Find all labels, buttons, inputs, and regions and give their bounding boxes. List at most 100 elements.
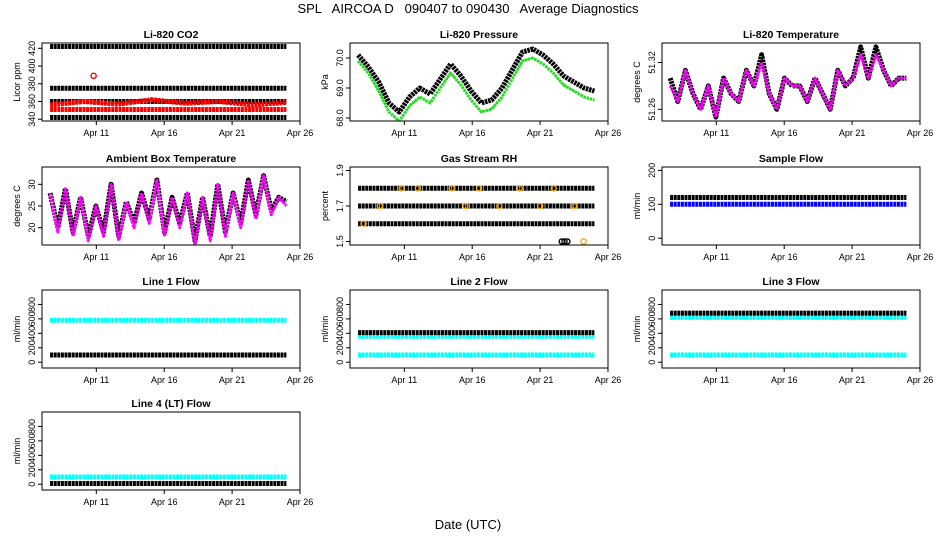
panel-frame <box>661 166 921 246</box>
y-tick-label: 0 <box>27 482 37 487</box>
series-rh-orange-point <box>475 184 483 192</box>
series-rh-orange-point <box>550 184 558 192</box>
y-axis-label: ml/min <box>12 438 22 465</box>
x-tick-label: Apr 11 <box>83 497 109 507</box>
x-tick-label: Apr 11 <box>83 128 109 138</box>
series-box-temp-2-highlight <box>49 175 287 245</box>
y-tick-label: 200 <box>27 340 37 355</box>
x-tick-label: Apr 11 <box>83 375 109 385</box>
panel-data <box>356 46 596 121</box>
x-tick-label: Apr 16 <box>771 128 798 138</box>
y-axis-label: degrees C <box>632 61 642 103</box>
y-tick-label: 30 <box>27 179 37 189</box>
series-rh-orange-point <box>580 238 587 245</box>
x-tick-label: Apr 26 <box>287 375 314 385</box>
x-tick-label: Apr 21 <box>839 375 866 385</box>
y-tick-label: 340 <box>27 112 37 127</box>
series-temperature-2 <box>668 53 907 119</box>
panel-data <box>50 474 287 486</box>
series-rh-orange-point <box>448 184 456 192</box>
panel-4: Ambient Box Temperature Apr 11 Apr 16 Apr 2… <box>12 153 313 262</box>
panel-title: Sample Flow <box>759 153 824 165</box>
y-tick-label: 600 <box>27 311 37 326</box>
x-tick-label: Apr 16 <box>151 252 178 262</box>
x-tick-label: Apr 26 <box>287 497 314 507</box>
panel-data <box>667 44 907 120</box>
series-rh-1.5-point <box>564 238 571 245</box>
panel-9: Line 3 Flow Apr 11 Apr 16 Apr 21 Apr 26 0 2004… <box>632 276 933 385</box>
x-tick-label: Apr 16 <box>151 128 178 138</box>
series-rh-orange-point <box>516 184 524 192</box>
y-tick-label: 200 <box>647 340 657 355</box>
panel-data <box>47 173 288 245</box>
series-rh-orange-point <box>496 202 503 210</box>
panel-8: Line 2 Flow Apr 11 Apr 16 Apr 21 Apr 26 0 2004… <box>320 276 621 385</box>
panel-frame <box>661 289 921 369</box>
panel-title: Line 3 Flow <box>762 276 820 288</box>
panel-title: Line 1 Flow <box>142 276 200 288</box>
panel-frame <box>41 411 301 491</box>
series-outlier-point <box>90 72 97 80</box>
x-tick-label: Apr 11 <box>391 252 417 262</box>
panel-3: Li-820 Temperature Apr 11 Apr 16 Apr 21 Apr … <box>632 29 933 138</box>
x-tick-label: Apr 26 <box>595 375 622 385</box>
x-tick-label: Apr 16 <box>459 375 486 385</box>
y-tick-label: 800 <box>27 297 37 312</box>
y-tick-label: 51.32 <box>647 51 657 74</box>
series-rh-1.5-point <box>561 238 568 245</box>
y-tick-label: 600 <box>335 311 345 326</box>
panel-title: Li-820 CO2 <box>144 29 199 41</box>
panel-frame <box>41 42 301 122</box>
y-tick-label: 100 <box>647 197 657 212</box>
series-rh-orange-point <box>414 184 422 192</box>
y-tick-label: 1.7 <box>335 200 345 213</box>
series-sample <box>49 97 287 108</box>
panel-frame <box>349 42 609 122</box>
panel-5: Gas Stream RH Apr 11 Apr 16 Apr 21 Apr 26 1.5… <box>320 153 621 262</box>
panel-frame <box>41 289 301 369</box>
panel-title: Ambient Box Temperature <box>106 153 237 165</box>
x-tick-label: Apr 16 <box>771 375 798 385</box>
y-tick-label: 1.9 <box>335 164 345 177</box>
panel-1: Li-820 CO2 Apr 11 Apr 16 Apr 21 Apr 26 340 360… <box>12 29 313 138</box>
y-axis-label: ml/min <box>12 316 22 343</box>
series-pressure-2-highlight <box>357 57 595 121</box>
x-tick-label: Apr 11 <box>703 375 729 385</box>
panel-data <box>670 310 907 358</box>
y-tick-label: 0 <box>647 360 657 365</box>
y-tick-label: 200 <box>335 340 345 355</box>
x-tick-label: Apr 26 <box>907 375 934 385</box>
x-tick-label: Apr 11 <box>703 128 729 138</box>
x-tick-label: Apr 21 <box>839 128 866 138</box>
panel-title: Gas Stream RH <box>441 153 517 165</box>
panel-6: Sample Flow Apr 11 Apr 16 Apr 21 Apr 26 0 100 2… <box>632 153 933 262</box>
y-axis-label: Licor ppm <box>12 62 22 102</box>
x-tick-label: Apr 21 <box>219 252 246 262</box>
x-tick-label: Apr 26 <box>595 252 622 262</box>
y-tick-label: 0 <box>647 236 657 241</box>
x-tick-label: Apr 16 <box>771 252 798 262</box>
x-tick-label: Apr 16 <box>151 375 178 385</box>
y-tick-label: 400 <box>27 326 37 341</box>
y-tick-label: 0 <box>335 360 345 365</box>
panel-title: Line 2 Flow <box>450 276 508 288</box>
y-tick-label: 68.0 <box>335 109 345 127</box>
series-rh-orange-point <box>462 202 469 210</box>
y-tick-label: 800 <box>647 297 657 312</box>
y-axis-label: ml/min <box>632 316 642 343</box>
x-tick-label: Apr 21 <box>839 252 866 262</box>
panel-title: Li-820 Pressure <box>440 29 518 41</box>
y-axis-label: percent <box>320 190 330 221</box>
series-rh-orange-point <box>376 202 384 210</box>
series-pressure <box>356 46 596 115</box>
series-rh-orange-point <box>398 184 405 192</box>
y-tick-label: 800 <box>335 297 345 312</box>
panel-frame <box>349 289 609 369</box>
y-tick-label: 360 <box>27 94 37 109</box>
y-axis-label: kPa <box>320 74 330 90</box>
x-tick-label: Apr 11 <box>391 128 417 138</box>
y-tick-label: 200 <box>27 462 37 477</box>
panel-data <box>49 44 287 120</box>
series-rh-orange-point <box>536 202 544 210</box>
